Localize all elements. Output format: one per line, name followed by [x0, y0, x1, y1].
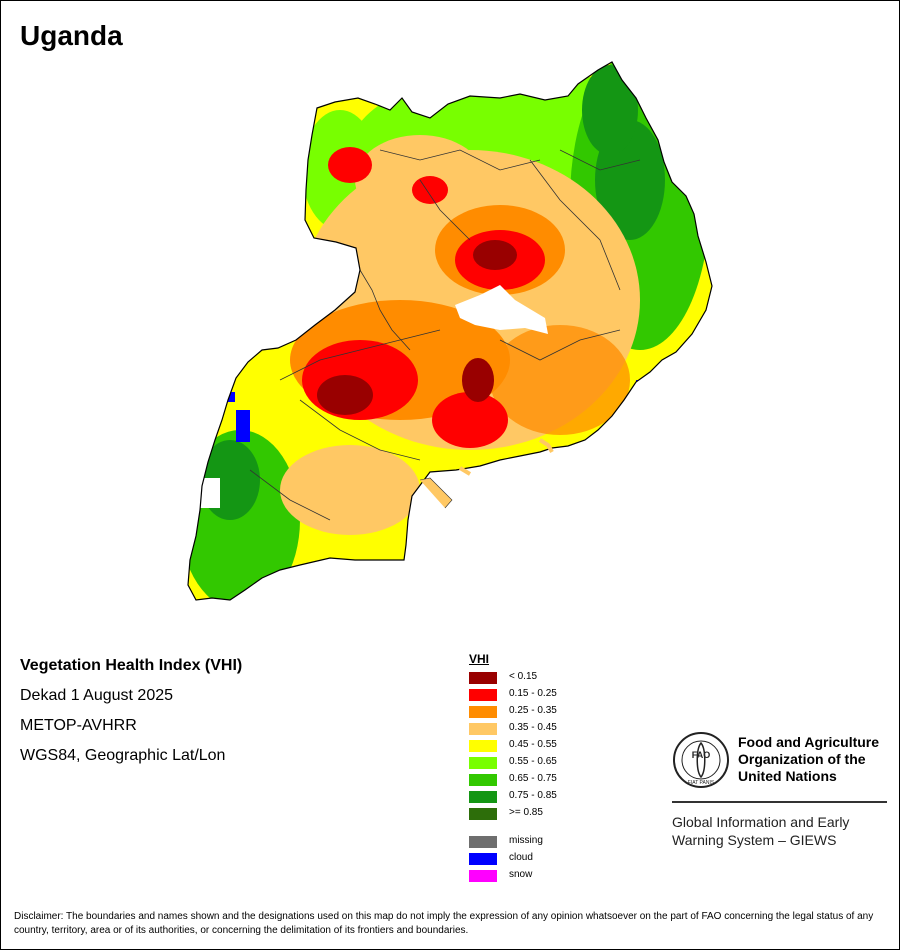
legend-title: VHI [469, 652, 490, 666]
legend-label: missing [509, 835, 543, 846]
legend-label: >= 0.85 [509, 807, 543, 818]
legend-swatch [469, 774, 497, 786]
org-name-line: United Nations [738, 768, 837, 784]
legend-swatch [469, 740, 497, 752]
vhi-legend: VHI < 0.15 0.15 - 0.25 0.25 - 0.35 0.35 … [469, 652, 557, 882]
divider [672, 801, 887, 803]
legend-swatch [469, 808, 497, 820]
legend-swatch [469, 853, 497, 865]
legend-label: 0.75 - 0.85 [509, 790, 557, 801]
sensor-label: METOP-AVHRR [20, 717, 137, 734]
logo-motto: FIAT PANIS [688, 780, 715, 786]
projection-label: WGS84, Geographic Lat/Lon [20, 747, 226, 764]
giews-line: Global Information and Early [672, 814, 850, 830]
legend-label: 0.65 - 0.75 [509, 773, 557, 784]
legend-swatch [469, 791, 497, 803]
index-title: Vegetation Health Index (VHI) [20, 657, 243, 674]
vhi-raster [188, 62, 712, 600]
legend-label: snow [509, 869, 533, 880]
org-name-line: Organization of the [738, 751, 866, 767]
legend-label: cloud [509, 852, 533, 863]
legend-swatch [469, 723, 497, 735]
period-label: Dekad 1 August 2025 [20, 687, 174, 704]
organization-name: Food and Agriculture Organization of the… [738, 734, 888, 785]
giews-label: Global Information and Early Warning Sys… [672, 813, 887, 849]
legend-swatch [469, 706, 497, 718]
legend-label: 0.25 - 0.35 [509, 705, 557, 716]
legend-label: 0.55 - 0.65 [509, 756, 557, 767]
legend-label: 0.35 - 0.45 [509, 722, 557, 733]
legend-swatch [469, 870, 497, 882]
fao-logo: FAO FIAT PANIS [673, 732, 729, 788]
disclaimer-text: Disclaimer: The boundaries and names sho… [14, 911, 874, 936]
legend-label: 0.15 - 0.25 [509, 688, 557, 699]
legend-label: 0.45 - 0.55 [509, 739, 557, 750]
giews-line: Warning System – GIEWS [672, 832, 837, 848]
legend-swatch [469, 757, 497, 769]
legend-swatch [469, 836, 497, 848]
country-title: Uganda [20, 20, 123, 51]
legend-label: < 0.15 [509, 671, 538, 682]
vhi-map [187, 61, 713, 601]
legend-swatch [469, 689, 497, 701]
logo-text: FAO [692, 750, 711, 760]
legend-swatch [469, 672, 497, 684]
org-name-line: Food and Agriculture [738, 734, 880, 750]
